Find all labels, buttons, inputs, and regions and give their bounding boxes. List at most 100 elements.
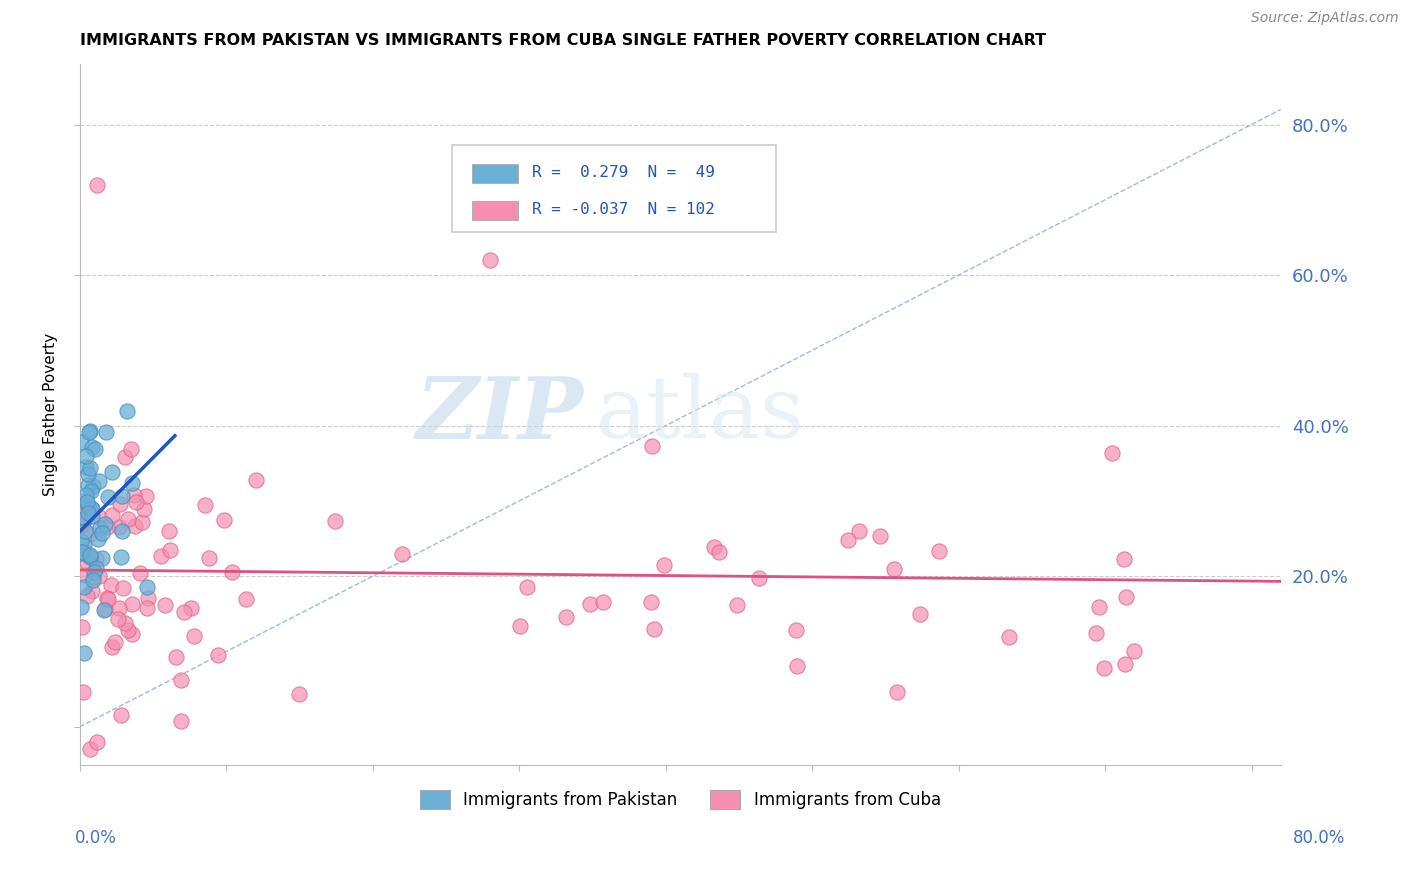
Point [908,607,931,622]
Point [83,565,105,579]
Point [93,602,115,616]
Point [136,601,159,615]
Point [70,534,93,549]
Point [848,524,870,539]
Point [104,635,127,649]
Point [108,601,131,615]
Point [80,483,103,498]
Point [165,650,187,665]
Point [1094,661,1116,675]
Point [96,425,118,439]
Point [107,612,129,626]
Point [221,565,243,579]
Point [626,208,648,222]
Point [129,566,152,580]
Point [114,615,136,630]
Point [80,502,103,516]
Point [80,508,103,523]
Point [77,425,100,439]
Point [1088,599,1111,614]
Point [110,549,132,564]
Point [207,648,229,662]
Point [1115,591,1137,605]
Point [159,543,181,558]
Point [121,476,143,491]
Point [70,517,93,532]
Point [76,500,98,514]
Point [108,520,131,534]
Point [786,658,808,673]
Point [641,439,664,453]
Point [198,551,221,566]
Point [245,473,267,487]
Point [87,509,110,524]
Point [75,524,97,538]
Point [84,561,107,575]
Point [73,580,96,594]
Point [73,568,96,582]
Point [837,533,859,548]
Point [157,524,180,538]
Point [1101,445,1123,459]
Text: 0.0%: 0.0% [75,829,117,847]
Point [135,489,157,503]
Point [115,403,138,417]
Point [323,514,346,528]
Point [173,605,195,619]
Point [110,498,132,512]
Point [79,549,101,563]
Point [100,640,122,654]
Point [170,714,193,729]
Point [214,513,236,527]
Text: Source: ZipAtlas.com: Source: ZipAtlas.com [1251,12,1399,25]
Point [578,597,600,611]
Point [84,551,107,566]
Point [1114,552,1136,566]
Point [1114,657,1136,671]
Point [73,511,96,525]
Point [110,708,132,723]
Point [79,461,101,475]
Point [100,465,122,479]
Point [111,524,134,539]
Point [76,495,98,509]
Point [155,598,177,612]
Point [124,519,146,533]
Point [1122,644,1144,658]
Point [592,595,614,609]
Point [170,673,193,687]
Point [73,544,96,558]
Point [91,551,114,566]
Point [509,619,531,633]
Point [149,549,172,564]
Point [869,529,891,543]
Point [97,592,120,607]
Point [96,520,118,534]
Point [70,545,93,559]
Point [194,498,217,512]
Point [76,555,98,569]
Point [75,460,97,475]
Point [121,598,143,612]
Point [79,549,101,564]
FancyBboxPatch shape [472,201,517,220]
Point [79,425,101,439]
Point [82,478,104,492]
Point [135,580,157,594]
Point [91,526,114,541]
Point [883,562,905,576]
Point [70,435,93,450]
Point [117,512,139,526]
Point [134,502,156,516]
Point [122,488,145,502]
Point [785,623,807,637]
Point [79,527,101,541]
Point [703,540,725,554]
Point [89,521,111,535]
Point [76,507,98,521]
Point [136,591,159,606]
Point [83,442,105,456]
Point [183,629,205,643]
Point [70,620,93,634]
Point [998,631,1021,645]
